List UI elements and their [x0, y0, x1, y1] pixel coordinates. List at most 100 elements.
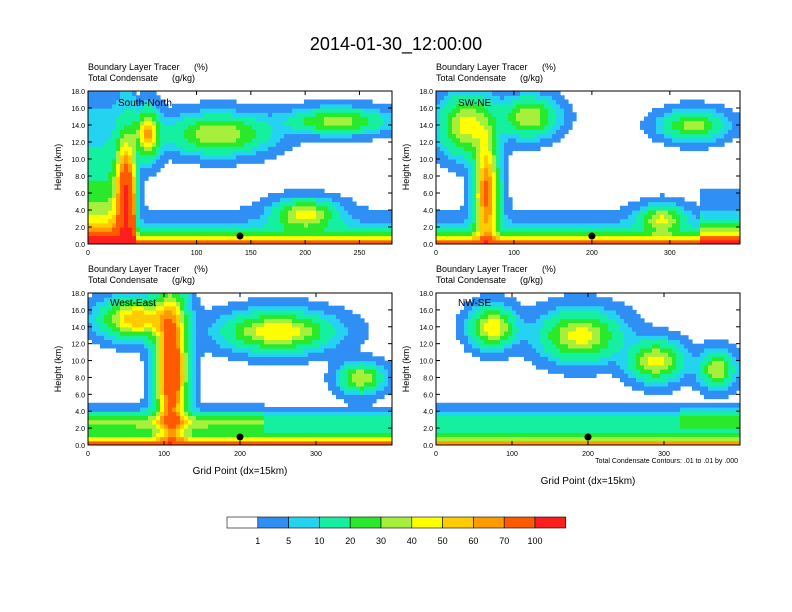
field-cell	[252, 235, 257, 241]
field-cell	[112, 326, 117, 332]
field-cell	[660, 116, 665, 122]
field-cell	[120, 407, 125, 412]
field-cell	[732, 239, 737, 244]
field-cell	[524, 137, 529, 143]
field-cell	[296, 352, 301, 357]
field-cell	[332, 108, 337, 113]
field-cell	[292, 129, 297, 135]
field-cell	[640, 222, 645, 228]
field-cell	[332, 214, 337, 220]
field-cell	[692, 239, 697, 244]
field-cell	[112, 167, 117, 173]
field-cell	[156, 159, 161, 164]
field-cell	[308, 415, 313, 421]
field-cell	[240, 322, 245, 328]
field-cell	[312, 193, 317, 198]
field-cell	[304, 205, 309, 211]
field-cell	[288, 335, 293, 341]
field-cell	[388, 239, 392, 244]
field-cell	[492, 95, 497, 101]
field-cell	[148, 116, 153, 122]
field-cell	[448, 95, 453, 101]
field-cell	[296, 137, 301, 143]
field-cell	[272, 347, 277, 353]
field-cell	[524, 112, 529, 118]
field-cell	[172, 356, 177, 362]
field-cell	[184, 210, 189, 215]
field-cell	[560, 125, 565, 130]
field-cell	[632, 222, 637, 228]
field-cell	[140, 339, 145, 345]
field-cell	[272, 419, 277, 425]
field-cell	[160, 322, 165, 328]
field-cell	[312, 133, 317, 139]
field-cell	[516, 129, 521, 135]
field-cell	[664, 142, 669, 147]
field-cell	[228, 326, 233, 332]
field-cell	[732, 227, 737, 232]
field-cell	[448, 210, 453, 215]
field-cell	[264, 133, 269, 139]
field-cell	[96, 411, 101, 417]
field-cell	[268, 239, 273, 244]
field-cell	[452, 133, 457, 139]
field-cell	[352, 231, 357, 237]
field-cell	[116, 305, 121, 311]
field-cell	[232, 411, 237, 417]
field-cell	[284, 335, 289, 341]
field-cell	[296, 227, 301, 232]
field-cell	[480, 218, 485, 224]
field-cell	[144, 415, 149, 421]
field-cell	[164, 210, 169, 215]
field-cell	[532, 137, 537, 143]
field-cell	[292, 218, 297, 224]
field-cell	[224, 318, 229, 324]
field-cell	[328, 222, 333, 228]
field-cell	[476, 108, 481, 113]
field-cell	[472, 154, 477, 160]
field-cell	[140, 154, 145, 160]
field-cell	[112, 415, 117, 421]
field-cell	[536, 99, 541, 105]
field-cell	[224, 214, 229, 220]
field-cell	[236, 239, 241, 244]
field-cell	[204, 436, 209, 442]
field-cell	[216, 154, 221, 160]
field-cell	[280, 331, 285, 336]
field-cell	[296, 116, 301, 122]
field-cell	[232, 150, 237, 156]
field-cell	[720, 188, 725, 194]
field-cell	[228, 322, 233, 328]
field-cell	[536, 210, 541, 215]
field-cell	[144, 99, 149, 105]
field-cell	[260, 133, 265, 139]
field-cell	[108, 120, 113, 126]
field-cell	[388, 222, 392, 228]
field-cell	[272, 432, 277, 438]
field-cell	[568, 112, 573, 118]
field-cell	[316, 201, 321, 207]
field-cell	[284, 352, 289, 357]
field-cell	[200, 108, 205, 113]
field-cell	[344, 197, 349, 203]
field-cell	[336, 103, 341, 109]
field-cell	[108, 339, 113, 345]
field-cell	[160, 231, 165, 237]
field-cell	[312, 227, 317, 232]
field-cell	[236, 137, 241, 143]
field-cell	[472, 205, 477, 211]
field-cell	[732, 205, 737, 211]
field-cell	[708, 205, 713, 211]
field-cell	[352, 235, 357, 241]
field-cell	[364, 120, 369, 126]
field-cell	[168, 146, 173, 152]
field-cell	[92, 432, 97, 438]
field-cell	[156, 428, 161, 433]
field-cell	[228, 339, 233, 345]
field-cell	[584, 210, 589, 215]
field-cell	[160, 343, 165, 349]
field-cell	[448, 137, 453, 143]
field-cell	[88, 235, 93, 241]
field-cell	[296, 407, 301, 412]
field-cell	[660, 197, 665, 203]
